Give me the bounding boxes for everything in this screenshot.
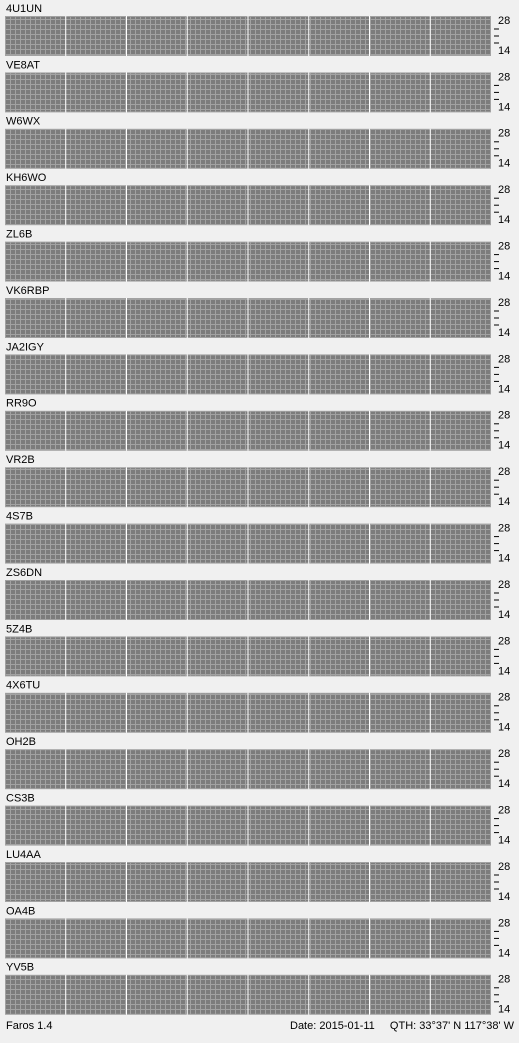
band-label-bottom: 14 <box>498 553 510 565</box>
station-name: ZL6B <box>6 229 32 241</box>
band-label-bottom: 14 <box>498 440 510 452</box>
station-name: ZS6DN <box>6 567 42 579</box>
station-name: 4X6TU <box>6 680 40 692</box>
band-label-bottom: 14 <box>498 665 510 677</box>
band-label-top: 28 <box>498 184 510 196</box>
band-label-top: 28 <box>498 466 510 478</box>
band-label-top: 28 <box>498 861 510 873</box>
band-label-top: 28 <box>498 974 510 986</box>
band-label-top: 28 <box>498 71 510 83</box>
station-name: OH2B <box>6 736 36 748</box>
station-name: YV5B <box>6 962 34 974</box>
band-label-top: 28 <box>498 523 510 535</box>
band-label-top: 28 <box>498 917 510 929</box>
band-label-bottom: 14 <box>498 45 510 57</box>
station-name: RR9O <box>6 398 37 410</box>
station-name: VE8AT <box>6 59 40 71</box>
band-label-bottom: 14 <box>498 722 510 734</box>
station-name: 4S7B <box>6 511 33 523</box>
qth-label: QTH: 33°37' N 117°38' W <box>390 1020 515 1032</box>
band-label-top: 28 <box>498 128 510 140</box>
band-label-bottom: 14 <box>498 778 510 790</box>
band-label-top: 28 <box>498 353 510 365</box>
band-label-bottom: 14 <box>498 101 510 113</box>
band-label-bottom: 14 <box>498 271 510 283</box>
station-name: OA4B <box>6 905 35 917</box>
band-label-bottom: 14 <box>498 158 510 170</box>
band-label-bottom: 14 <box>498 383 510 395</box>
band-label-bottom: 14 <box>498 496 510 508</box>
band-label-top: 28 <box>498 692 510 704</box>
station-name: JA2IGY <box>6 341 45 353</box>
band-label-bottom: 14 <box>498 609 510 621</box>
station-name: CS3B <box>6 793 35 805</box>
band-label-top: 28 <box>498 635 510 647</box>
station-name: VK6RBP <box>6 285 49 297</box>
band-label-bottom: 14 <box>498 891 510 903</box>
band-label-bottom: 14 <box>498 214 510 226</box>
band-label-bottom: 14 <box>498 1004 510 1016</box>
station-name: VR2B <box>6 454 35 466</box>
band-label-top: 28 <box>498 579 510 591</box>
station-name: KH6WO <box>6 172 47 184</box>
band-label-top: 28 <box>498 15 510 27</box>
band-label-bottom: 14 <box>498 327 510 339</box>
station-name: W6WX <box>6 116 41 128</box>
station-name: 5Z4B <box>6 623 32 635</box>
band-label-top: 28 <box>498 297 510 309</box>
band-label-bottom: 14 <box>498 947 510 959</box>
band-label-top: 28 <box>498 241 510 253</box>
app-version: Faros 1.4 <box>6 1020 52 1032</box>
station-name: LU4AA <box>6 849 42 861</box>
band-label-bottom: 14 <box>498 835 510 847</box>
station-name: 4U1UN <box>6 3 42 15</box>
band-label-top: 28 <box>498 410 510 422</box>
band-label-top: 28 <box>498 805 510 817</box>
date-label: Date: 2015-01-11 <box>290 1020 375 1032</box>
band-label-top: 28 <box>498 748 510 760</box>
